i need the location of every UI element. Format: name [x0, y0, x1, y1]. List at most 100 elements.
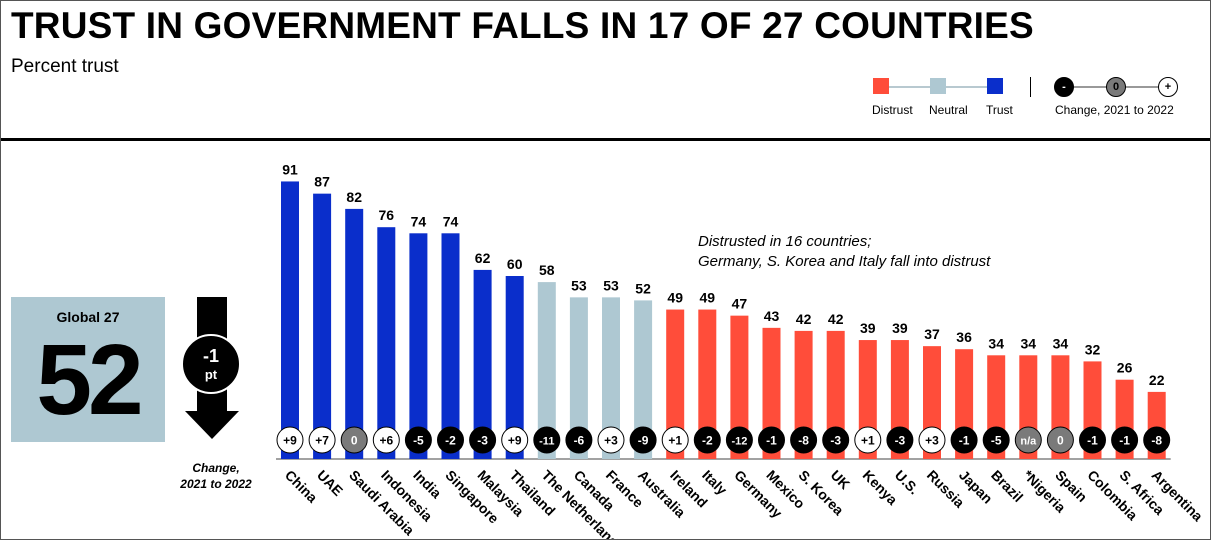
bar-11 — [634, 300, 653, 459]
bar-value-label-20: 37 — [924, 326, 940, 342]
change-label-20: +3 — [925, 434, 939, 448]
change-label-22: -5 — [991, 434, 1002, 448]
bar-12 — [666, 309, 685, 459]
category-label-22: Brazil — [988, 467, 1026, 505]
change-circle-9 — [565, 426, 593, 454]
category-label-0: China — [282, 467, 321, 506]
bar-value-label-6: 62 — [475, 250, 491, 266]
change-label-13: -2 — [702, 434, 713, 448]
change-label-8: -11 — [539, 436, 554, 448]
change-label-16: -8 — [798, 434, 809, 448]
distrust-annotation: Distrusted in 16 countries; Germany, S. … — [698, 232, 990, 272]
change-circle-8 — [533, 426, 561, 454]
bar-value-label-18: 39 — [860, 320, 876, 336]
change-label-27: -8 — [1151, 434, 1162, 448]
change-note-line1: Change, — [192, 461, 240, 475]
change-label-15: -1 — [766, 434, 777, 448]
legend-positive-change-circle: + — [1158, 77, 1178, 97]
bar-value-label-26: 26 — [1117, 360, 1133, 376]
bar-value-label-11: 52 — [635, 280, 651, 296]
global-change-value: -1 — [202, 346, 219, 366]
change-circle-19 — [886, 426, 914, 454]
change-circle-27 — [1143, 426, 1171, 454]
bar-13 — [698, 309, 717, 459]
bar-value-label-27: 22 — [1149, 372, 1165, 388]
change-circle-18 — [854, 426, 882, 454]
bar-value-label-9: 53 — [571, 277, 587, 293]
change-circle-16 — [790, 426, 818, 454]
legend-distrust-label: Distrust — [872, 103, 913, 117]
change-label-4: -5 — [413, 434, 424, 448]
bar-value-label-12: 49 — [667, 290, 683, 306]
subtitle: Percent trust — [11, 56, 119, 77]
bar-7 — [505, 276, 524, 459]
change-label-21: -1 — [959, 434, 970, 448]
bar-value-label-10: 53 — [603, 277, 619, 293]
bar-value-label-8: 58 — [539, 262, 555, 278]
change-label-3: +6 — [379, 434, 393, 448]
change-circle-23 — [1014, 426, 1042, 454]
change-circle-24 — [1046, 426, 1074, 454]
bar-15 — [762, 327, 781, 459]
annotation-line1: Distrusted in 16 countries; — [698, 233, 872, 250]
legend-separator — [1030, 77, 1031, 97]
change-circle-12 — [661, 426, 689, 454]
bar-6 — [473, 269, 492, 459]
change-label-5: -2 — [445, 434, 456, 448]
bar-value-label-1: 87 — [314, 174, 330, 190]
change-label-17: -3 — [830, 434, 841, 448]
change-label-18: +1 — [861, 434, 875, 448]
change-label-7: +9 — [508, 434, 522, 448]
legend-trust-label: Trust — [986, 103, 1013, 117]
page-title: TRUST IN GOVERNMENT FALLS IN 17 OF 27 CO… — [11, 5, 1034, 46]
bar-value-label-24: 34 — [1053, 335, 1069, 351]
legend-trust-swatch — [987, 78, 1003, 94]
change-label-10: +3 — [604, 434, 618, 448]
change-label-26: -1 — [1119, 434, 1130, 448]
bar-value-label-21: 36 — [956, 329, 972, 345]
bar-value-label-25: 32 — [1085, 341, 1101, 357]
bar-5 — [441, 233, 460, 459]
change-circle-17 — [822, 426, 850, 454]
change-circle-7 — [501, 426, 529, 454]
change-circle-11 — [629, 426, 657, 454]
bar-value-label-2: 82 — [346, 189, 362, 205]
bar-value-label-4: 74 — [411, 213, 427, 229]
change-label-9: -6 — [574, 434, 585, 448]
category-label-17: UK — [828, 467, 854, 493]
bar-1 — [313, 193, 332, 459]
global-27-box: Global 27 52 — [11, 297, 165, 442]
global-label: Global 27 — [56, 309, 120, 325]
change-label-6: -3 — [477, 434, 488, 448]
bar-value-label-16: 42 — [796, 311, 812, 327]
bar-value-label-0: 91 — [282, 161, 298, 177]
change-circle-0 — [276, 426, 304, 454]
change-label-14: -12 — [731, 436, 747, 448]
bar-value-label-7: 60 — [507, 256, 523, 272]
change-circle-5 — [437, 426, 464, 454]
change-circle-1 — [308, 426, 336, 454]
change-circle-15 — [758, 426, 785, 454]
change-label-12: +1 — [668, 434, 682, 448]
bar-value-label-17: 42 — [828, 311, 844, 327]
bar-value-label-23: 34 — [1021, 335, 1037, 351]
change-label-19: -3 — [895, 434, 906, 448]
change-label-2: 0 — [351, 434, 358, 448]
change-label-11: -9 — [638, 434, 649, 448]
bar-2 — [345, 208, 364, 459]
bar-17 — [826, 330, 845, 459]
legend-change-label: Change, 2021 to 2022 — [1055, 103, 1174, 117]
change-circle-25 — [1079, 426, 1106, 454]
legend-neutral-swatch — [930, 78, 946, 94]
legend-zero-change-circle: 0 — [1106, 77, 1126, 97]
change-note-line2: 2021 to 2022 — [180, 477, 252, 491]
annotation-line2: Germany, S. Korea and Italy fall into di… — [698, 253, 991, 270]
bar-value-label-15: 43 — [764, 308, 780, 324]
change-circle-13 — [693, 426, 721, 454]
bar-14 — [730, 315, 749, 459]
legend-neutral-label: Neutral — [929, 103, 968, 117]
change-circle-26 — [1111, 426, 1139, 454]
bar-8 — [537, 282, 556, 459]
